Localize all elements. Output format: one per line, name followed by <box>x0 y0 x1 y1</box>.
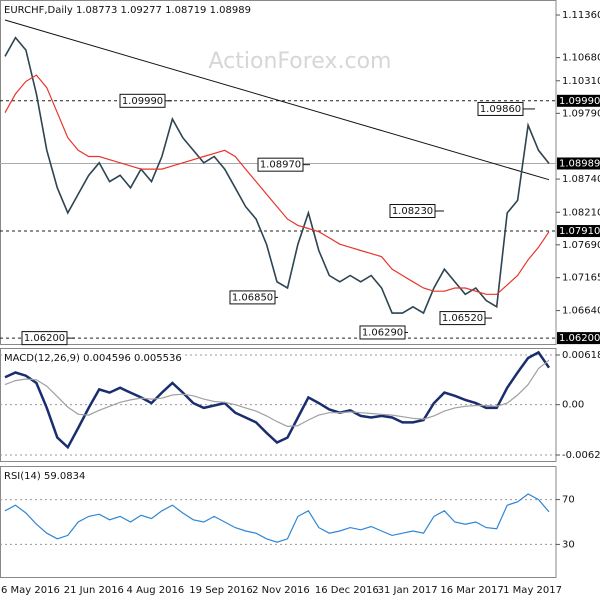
panel-frame <box>0 466 557 578</box>
y-tick-label: 0.00618 <box>562 350 600 361</box>
annotation-label: 1.06850 <box>232 292 273 303</box>
y-tick-label: 1.10680 <box>562 53 600 64</box>
series-line <box>4 493 550 543</box>
x-tick-label: 6 May 2016 <box>1 585 60 596</box>
panel-title-bg <box>2 3 253 16</box>
series-line <box>4 74 550 295</box>
y-tick-label: 1.09790 <box>562 108 600 119</box>
y-tick-label: 0.00 <box>562 400 584 411</box>
annotation-box <box>439 311 486 326</box>
panel-frame <box>0 0 557 345</box>
level-label: 1.09990 <box>559 96 600 107</box>
x-tick-label: 16 Mar 2017 <box>440 585 503 596</box>
y-tick-label: 1.11360 <box>562 10 600 21</box>
panel-title-bg <box>2 469 88 482</box>
annotation-label: 1.06200 <box>24 333 65 344</box>
y-tick-label: 1.10310 <box>562 76 600 87</box>
series-line <box>4 36 550 315</box>
x-tick-label: 4 Aug 2016 <box>127 585 185 596</box>
watermark: ActionForex.com <box>209 49 392 74</box>
series-line <box>4 359 550 428</box>
annotation-box <box>229 290 276 305</box>
level-label: 1.08989 <box>559 158 600 169</box>
annotation-label: 1.06520 <box>442 313 483 324</box>
x-tick-label: 19 Sep 2016 <box>189 585 252 596</box>
y-tick-label: 1.08210 <box>562 207 600 218</box>
panel-title: EURCHF,Daily 1.08773 1.09277 1.08719 1.0… <box>4 5 251 16</box>
y-tick-label: -0.00626 <box>562 450 600 461</box>
y-tick-label: 1.06640 <box>562 306 600 317</box>
annotation-box <box>119 93 166 108</box>
level-label: 1.07910 <box>559 226 600 237</box>
x-tick-label: 31 Jan 2017 <box>378 585 438 596</box>
annotation-box <box>477 101 524 116</box>
level-tag <box>557 157 600 170</box>
y-tick-label: 1.07690 <box>562 240 600 251</box>
x-tick-label: 1 May 2017 <box>503 585 562 596</box>
y-tick-label: 70 <box>562 495 575 506</box>
y-tick-label: 1.08740 <box>562 174 600 185</box>
level-label: 1.06200 <box>559 333 600 344</box>
trend-line <box>4 19 550 181</box>
panel-title: RSI(14) 59.0834 <box>4 471 85 482</box>
level-tag <box>557 225 600 238</box>
annotation-label: 1.08230 <box>392 206 433 217</box>
x-tick-label: 21 Jun 2016 <box>64 585 124 596</box>
level-tag <box>557 94 600 107</box>
annotation-label: 1.06290 <box>362 327 403 338</box>
level-tag <box>557 332 600 345</box>
annotation-box <box>389 204 436 219</box>
annotation-box <box>21 331 68 346</box>
y-tick-label: 1.07165 <box>562 273 600 284</box>
annotation-label: 1.08970 <box>260 160 301 171</box>
annotation-label: 1.09860 <box>480 104 521 115</box>
y-tick-label: 30 <box>562 539 575 550</box>
x-tick-label: 2 Nov 2016 <box>252 585 310 596</box>
panel-title: MACD(12,26,9) 0.004596 0.005536 <box>4 353 182 364</box>
annotation-box <box>359 325 406 340</box>
annotation-label: 1.09990 <box>122 96 163 107</box>
panel-title-bg <box>2 351 184 364</box>
x-tick-label: 16 Dec 2016 <box>315 585 379 596</box>
annotation-box <box>257 157 304 172</box>
series-line <box>4 350 551 450</box>
